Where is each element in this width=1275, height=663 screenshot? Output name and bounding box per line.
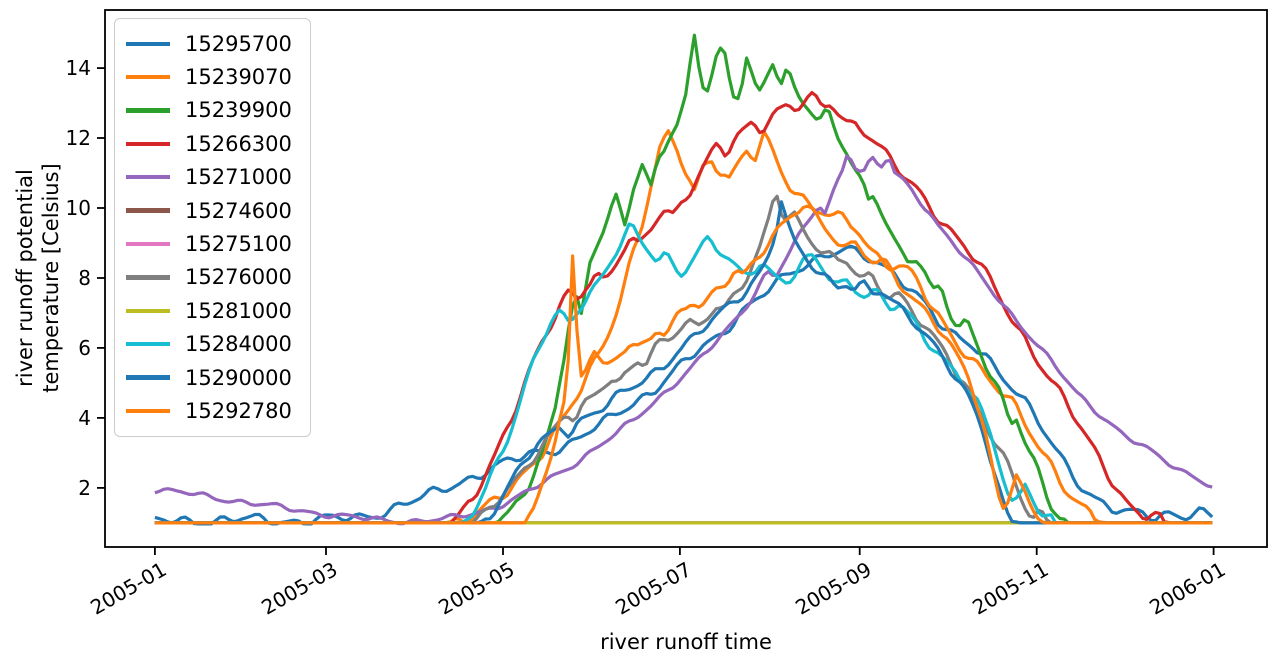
- legend-line-swatch: [126, 241, 170, 247]
- legend-item-label: 15275100: [185, 232, 292, 257]
- legend-item: 15284000: [126, 328, 292, 361]
- legend-line-swatch: [126, 408, 170, 414]
- series-line-15239900: [154, 33, 1213, 525]
- legend-item-label: 15239900: [185, 98, 292, 123]
- legend-item: 15275100: [126, 227, 292, 260]
- legend-line-swatch: [126, 141, 170, 147]
- legend-item-label: 15276000: [185, 265, 292, 290]
- legend-line-swatch: [126, 375, 170, 380]
- legend-item: 15239900: [126, 94, 292, 127]
- y-axis-label-line1: river runoff potential: [12, 169, 37, 387]
- legend-item: 15295700: [126, 27, 292, 60]
- legend-line-swatch: [126, 41, 170, 46]
- legend-item: 15274600: [126, 194, 292, 227]
- y-tick-label: 14: [65, 56, 91, 81]
- legend-item-label: 15292780: [185, 398, 292, 423]
- legend-item: 15292780: [126, 394, 292, 427]
- y-tick-label: 4: [78, 405, 91, 430]
- legend-item-label: 15239070: [185, 65, 292, 90]
- y-tick-label: 12: [65, 126, 91, 151]
- legend-item: 15266300: [126, 127, 292, 160]
- legend-item: 15239070: [126, 60, 292, 93]
- y-tick-label: 2: [78, 475, 91, 500]
- legend-item-label: 15295700: [185, 31, 292, 56]
- x-axis-label: river runoff time: [600, 630, 772, 654]
- legend-line-swatch: [126, 108, 170, 113]
- legend-line-swatch: [126, 308, 170, 314]
- legend-line-swatch: [126, 175, 170, 180]
- legend-line-swatch: [126, 74, 170, 80]
- y-axis-label-line2: temperature [Celsius]: [39, 163, 63, 393]
- legend-box: 15295700 15239070 15239900 15266300 15271000…: [114, 18, 311, 437]
- legend-item-label: 15290000: [185, 365, 292, 390]
- legend-item-label: 15284000: [185, 332, 292, 357]
- legend-item-label: 15271000: [185, 165, 292, 190]
- y-tick-label: 8: [78, 265, 91, 290]
- legend-item-label: 15266300: [185, 131, 292, 156]
- series-line-15292780: [154, 204, 1213, 525]
- legend-item-label: 15281000: [185, 298, 292, 323]
- legend-line-swatch: [126, 208, 170, 213]
- y-tick-label: 10: [65, 196, 91, 220]
- tick-marks: [97, 67, 1215, 555]
- series-line-15284000: [154, 222, 1213, 525]
- y-axis-label: river runoff potential temperature [Cels…: [12, 163, 65, 393]
- y-tick-label: 6: [78, 335, 91, 360]
- legend-item-label: 15274600: [185, 198, 292, 223]
- legend-line-swatch: [126, 275, 170, 280]
- legend-item: 15271000: [126, 161, 292, 194]
- series-line-15271000: [154, 154, 1213, 526]
- legend-line-swatch: [126, 342, 170, 347]
- legend-item: 15281000: [126, 294, 292, 327]
- legend-item: 15276000: [126, 261, 292, 294]
- series-line-15295700: [154, 244, 1214, 526]
- legend-item: 15290000: [126, 361, 292, 394]
